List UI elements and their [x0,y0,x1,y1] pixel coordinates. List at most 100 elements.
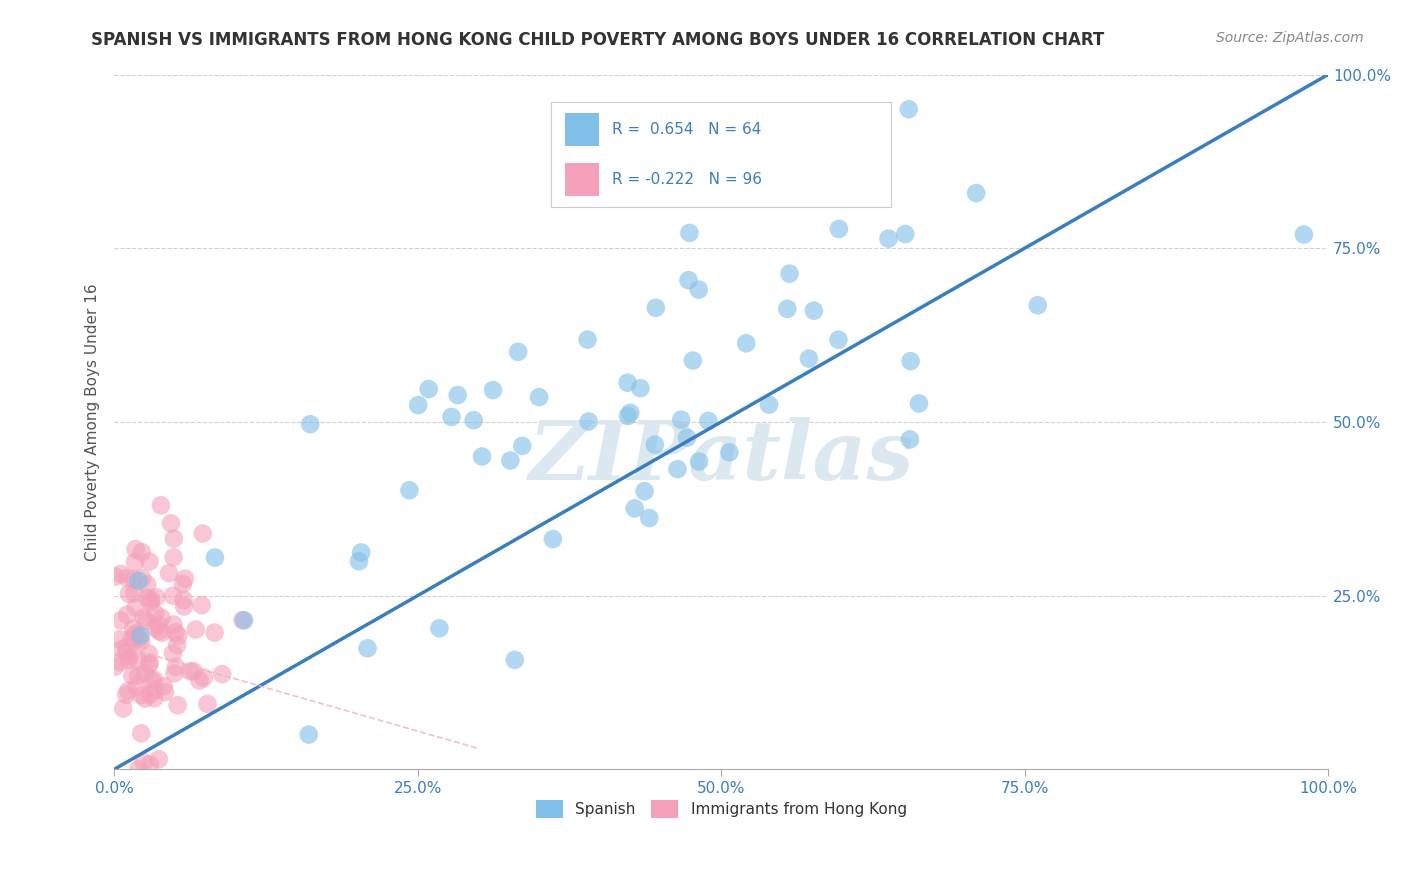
Point [510,439,533,453]
Point [797,351,820,366]
Point [110,566,132,581]
Point [718,445,741,459]
Point [204,550,226,565]
Point [143,682,166,697]
Point [148,624,170,638]
Point [132,611,155,625]
Point [173,593,195,607]
Point [125,652,148,666]
Point [138,555,160,569]
Point [162,589,184,603]
Point [803,303,825,318]
Point [115,646,138,660]
Point [150,611,173,625]
Point [162,647,184,661]
Point [115,688,138,702]
Y-axis label: Child Poverty Among Boys Under 16: Child Poverty Among Boys Under 16 [86,283,100,561]
Point [150,625,173,640]
Point [165,625,187,640]
Point [1026,298,1049,312]
Point [110,614,132,628]
Point [644,301,666,315]
Point [779,267,801,281]
Point [153,685,176,699]
Point [447,388,470,402]
Point [132,756,155,770]
Point [406,398,429,412]
Point [727,153,749,167]
Point [576,333,599,347]
Point [145,591,167,605]
Point [136,591,159,605]
Point [678,226,700,240]
Point [666,462,689,476]
Point [191,526,214,541]
Text: ZIPatlas: ZIPatlas [529,417,914,497]
Point [617,409,640,423]
Point [121,631,143,645]
Point [499,453,522,467]
Point [148,617,170,632]
Point [697,414,720,428]
Point [429,621,451,635]
Point [122,622,145,636]
Point [541,532,564,546]
Point [143,673,166,687]
Point [299,417,322,432]
Point [688,283,710,297]
Point [482,383,505,397]
Point [124,634,146,648]
Point [143,606,166,620]
Point [162,617,184,632]
Point [471,450,494,464]
Point [298,728,321,742]
Point [138,657,160,672]
Point [172,577,194,591]
Point [115,607,138,622]
Point [149,498,172,512]
Point [965,186,987,200]
Point [124,542,146,557]
Point [669,413,692,427]
Point [828,222,851,236]
Point [115,640,138,655]
Point [110,642,132,657]
Point [143,691,166,706]
Point [619,406,641,420]
Point [898,433,921,447]
Text: SPANISH VS IMMIGRANTS FROM HONG KONG CHILD POVERTY AMONG BOYS UNDER 16 CORRELATI: SPANISH VS IMMIGRANTS FROM HONG KONG CHI… [91,31,1105,49]
Point [628,381,651,395]
Point [108,632,131,647]
Point [160,516,183,531]
Point [623,501,645,516]
Point [163,532,186,546]
Point [104,660,127,674]
Point [894,227,917,241]
Point [179,665,201,679]
Point [139,757,162,772]
Point [121,668,143,682]
Point [165,660,187,674]
Point [139,592,162,607]
Point [125,628,148,642]
Point [735,336,758,351]
Point [124,586,146,600]
Point [347,554,370,568]
Point [616,376,638,390]
Point [183,665,205,679]
Point [717,188,740,202]
Point [758,398,780,412]
Point [506,344,529,359]
Point [676,431,699,445]
Point [162,550,184,565]
Point [682,353,704,368]
Point [131,545,153,559]
Point [136,577,159,591]
Point [503,653,526,667]
Point [193,671,215,685]
Point [134,665,156,680]
Point [122,572,145,586]
Point [127,668,149,682]
Point [211,667,233,681]
Point [104,570,127,584]
